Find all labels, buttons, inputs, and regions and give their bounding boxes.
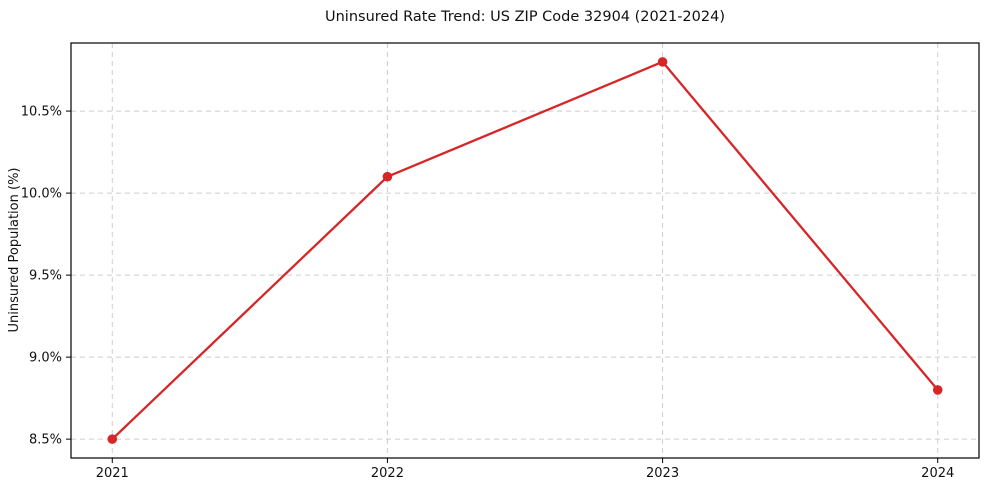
chart-title: Uninsured Rate Trend: US ZIP Code 32904 … (325, 9, 725, 25)
x-tick-label: 2024 (921, 466, 954, 481)
y-tick-label: 10.0% (21, 187, 62, 202)
x-tick-label: 2021 (96, 466, 129, 481)
x-tick-label: 2022 (371, 466, 404, 481)
y-tick-label: 10.5% (21, 105, 62, 120)
plot-border (70, 42, 980, 459)
y-tick-label: 8.5% (29, 433, 62, 448)
y-tick-label: 9.0% (29, 351, 62, 366)
data-point-marker (657, 57, 668, 67)
plot-area-background (71, 43, 979, 458)
y-tick-label: 9.5% (29, 269, 62, 284)
data-point-marker (107, 434, 118, 444)
y-axis-label: Uninsured Population (%) (7, 168, 22, 333)
data-point-marker (382, 171, 393, 182)
data-point-marker (932, 385, 943, 395)
x-tick-label: 2023 (646, 466, 679, 481)
trend-line (111, 60, 939, 441)
